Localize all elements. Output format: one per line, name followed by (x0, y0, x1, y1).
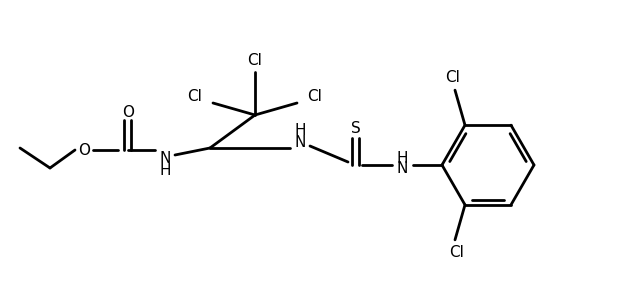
Text: Cl: Cl (445, 70, 460, 85)
Text: N: N (396, 160, 408, 176)
Text: Cl: Cl (308, 88, 323, 103)
Text: N: N (159, 151, 171, 165)
Text: S: S (351, 120, 361, 136)
Text: Cl: Cl (248, 52, 262, 67)
Text: Cl: Cl (449, 245, 465, 260)
Text: Cl: Cl (188, 88, 202, 103)
Text: H: H (294, 123, 306, 137)
Text: O: O (78, 143, 90, 157)
Text: H: H (396, 151, 408, 165)
Text: O: O (122, 104, 134, 120)
Text: N: N (294, 135, 306, 149)
Text: H: H (159, 163, 171, 177)
